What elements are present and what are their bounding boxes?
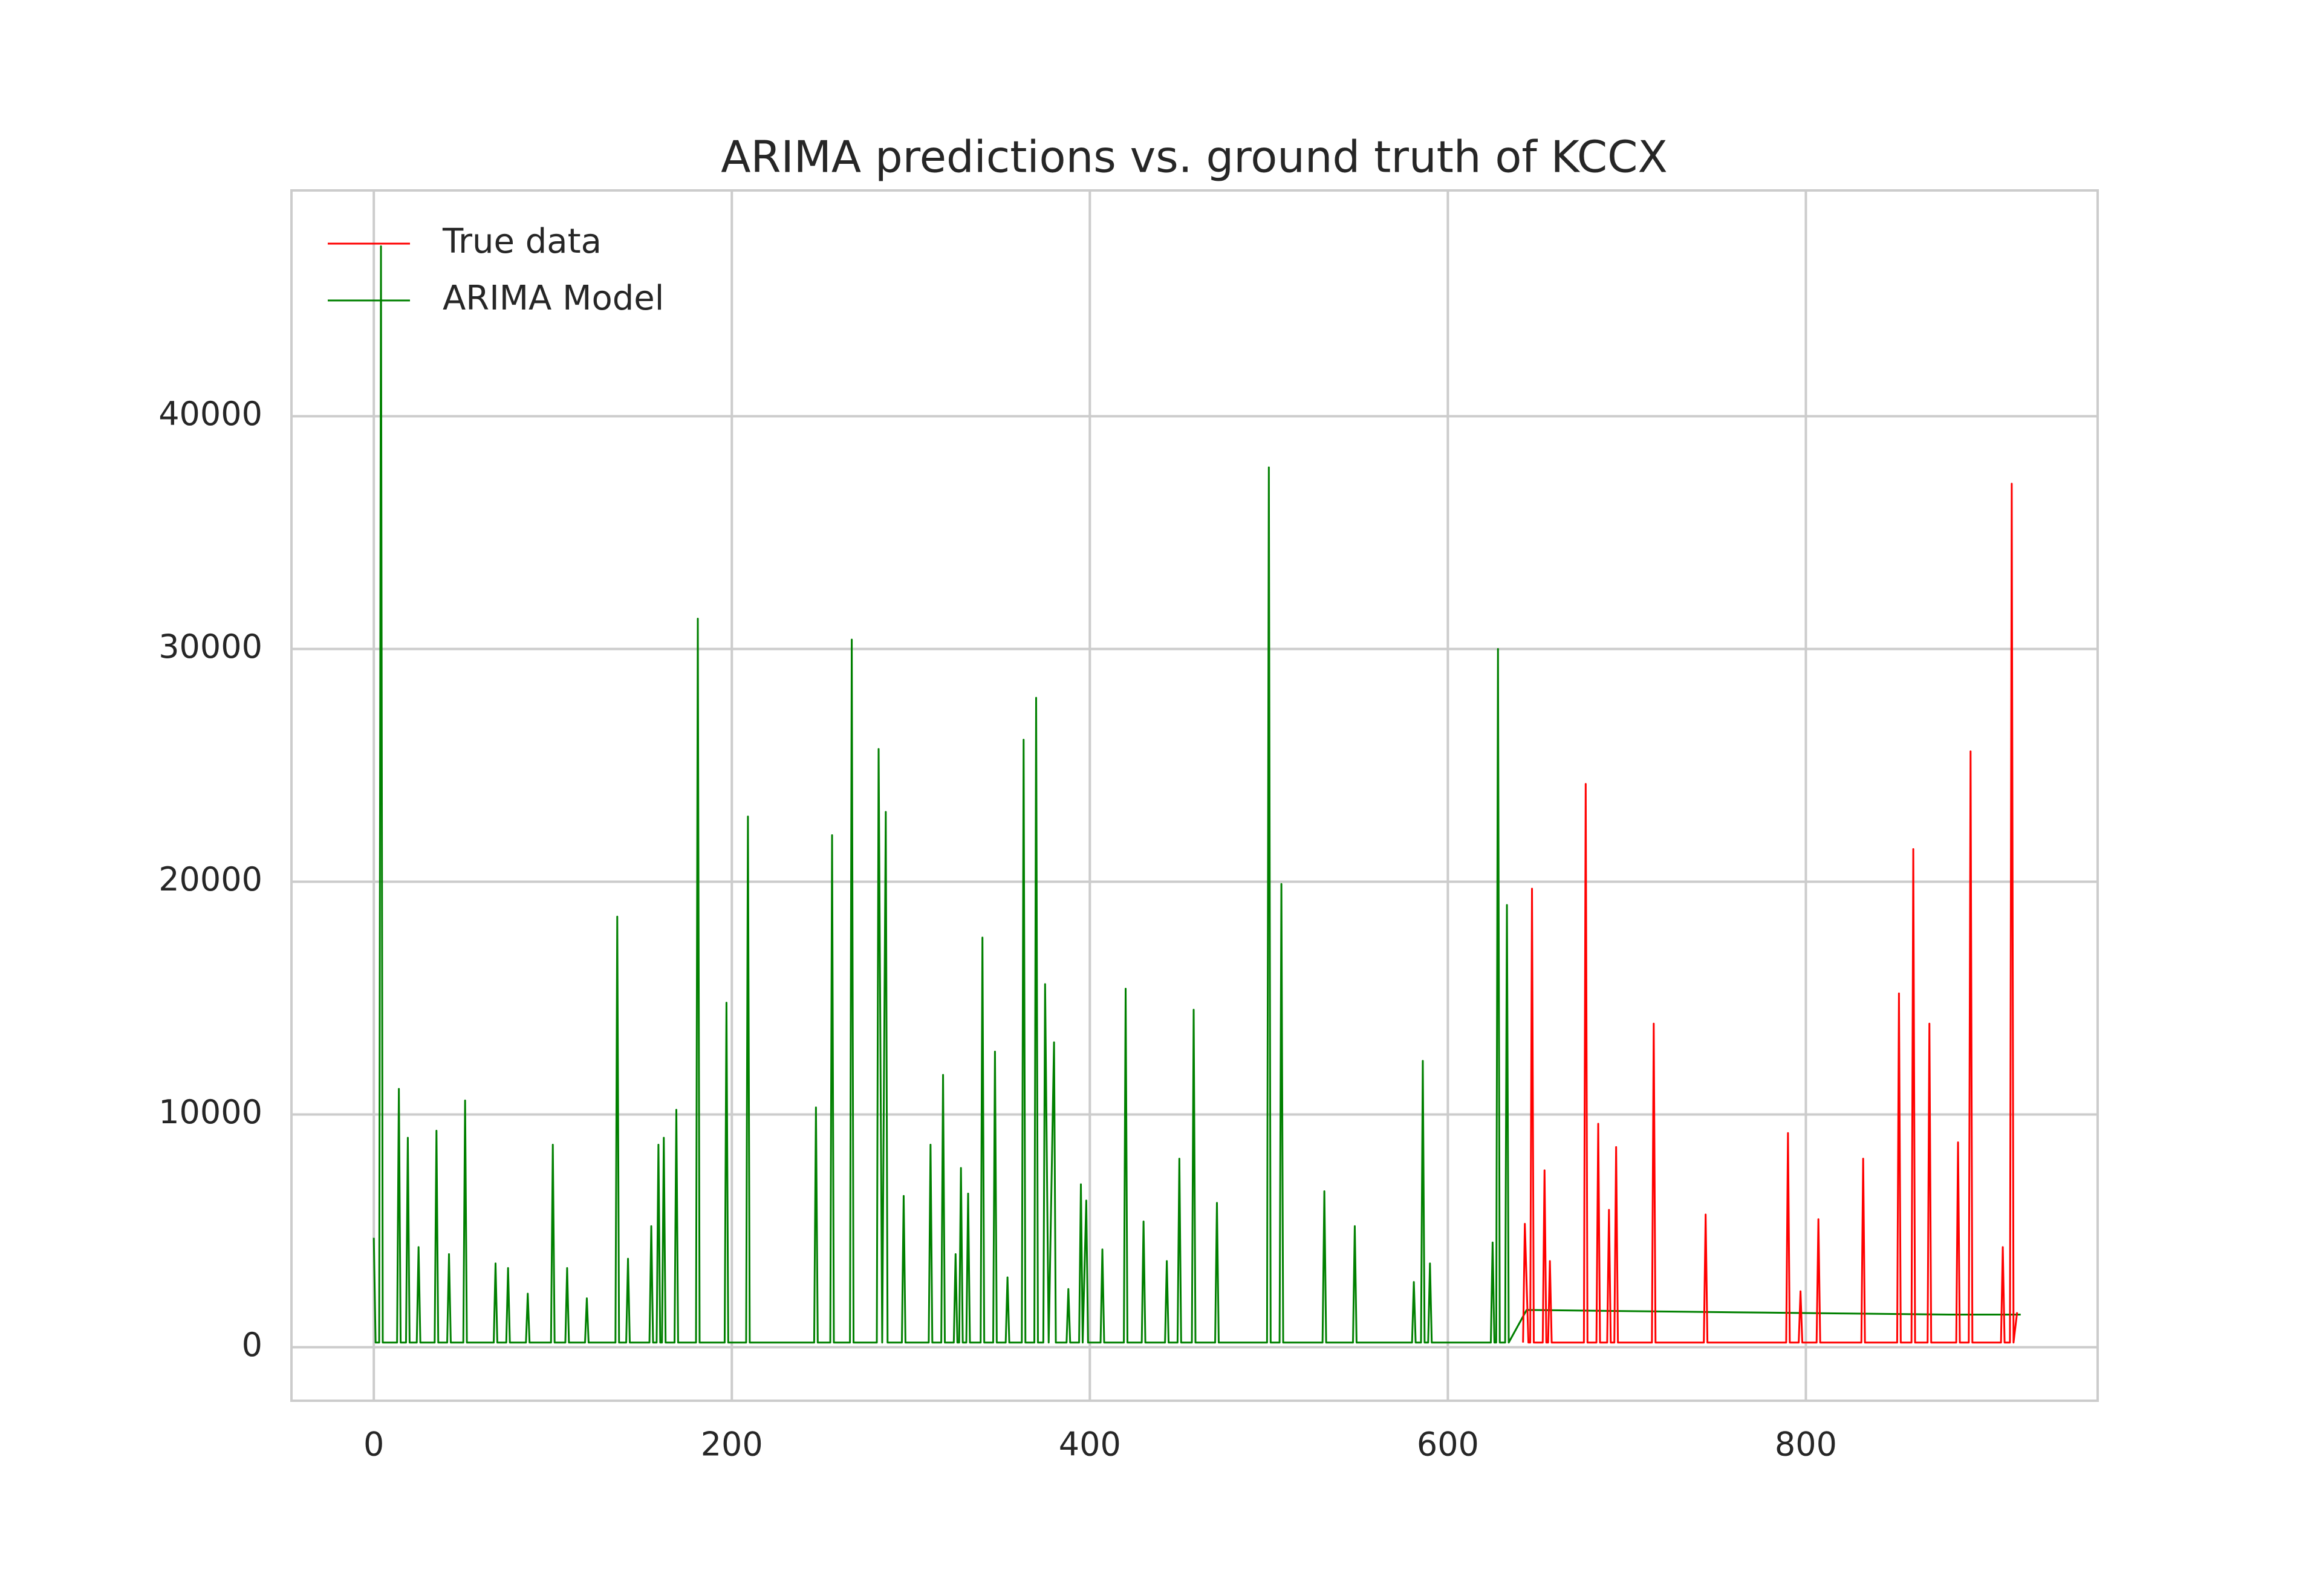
plot-frame	[290, 189, 2099, 1402]
chart-title: ARIMA predictions vs. ground truth of KC…	[721, 132, 1668, 183]
y-tick-label: 0	[242, 1326, 262, 1364]
x-tick-label: 0	[363, 1426, 384, 1464]
x-tick-label: 400	[1059, 1426, 1121, 1464]
y-tick-label: 40000	[158, 395, 262, 433]
legend-label: ARIMA Model	[443, 279, 664, 318]
y-tick-label: 20000	[158, 860, 262, 898]
data-line	[372, 245, 2021, 1344]
x-tick-label: 600	[1417, 1426, 1479, 1464]
legend-label: True data	[442, 222, 602, 261]
x-tick-label: 800	[1775, 1426, 1837, 1464]
y-tick-label: 10000	[158, 1093, 262, 1131]
x-tick-label: 200	[701, 1426, 763, 1464]
data-line	[1522, 482, 2018, 1344]
y-tick-label: 30000	[158, 628, 262, 666]
